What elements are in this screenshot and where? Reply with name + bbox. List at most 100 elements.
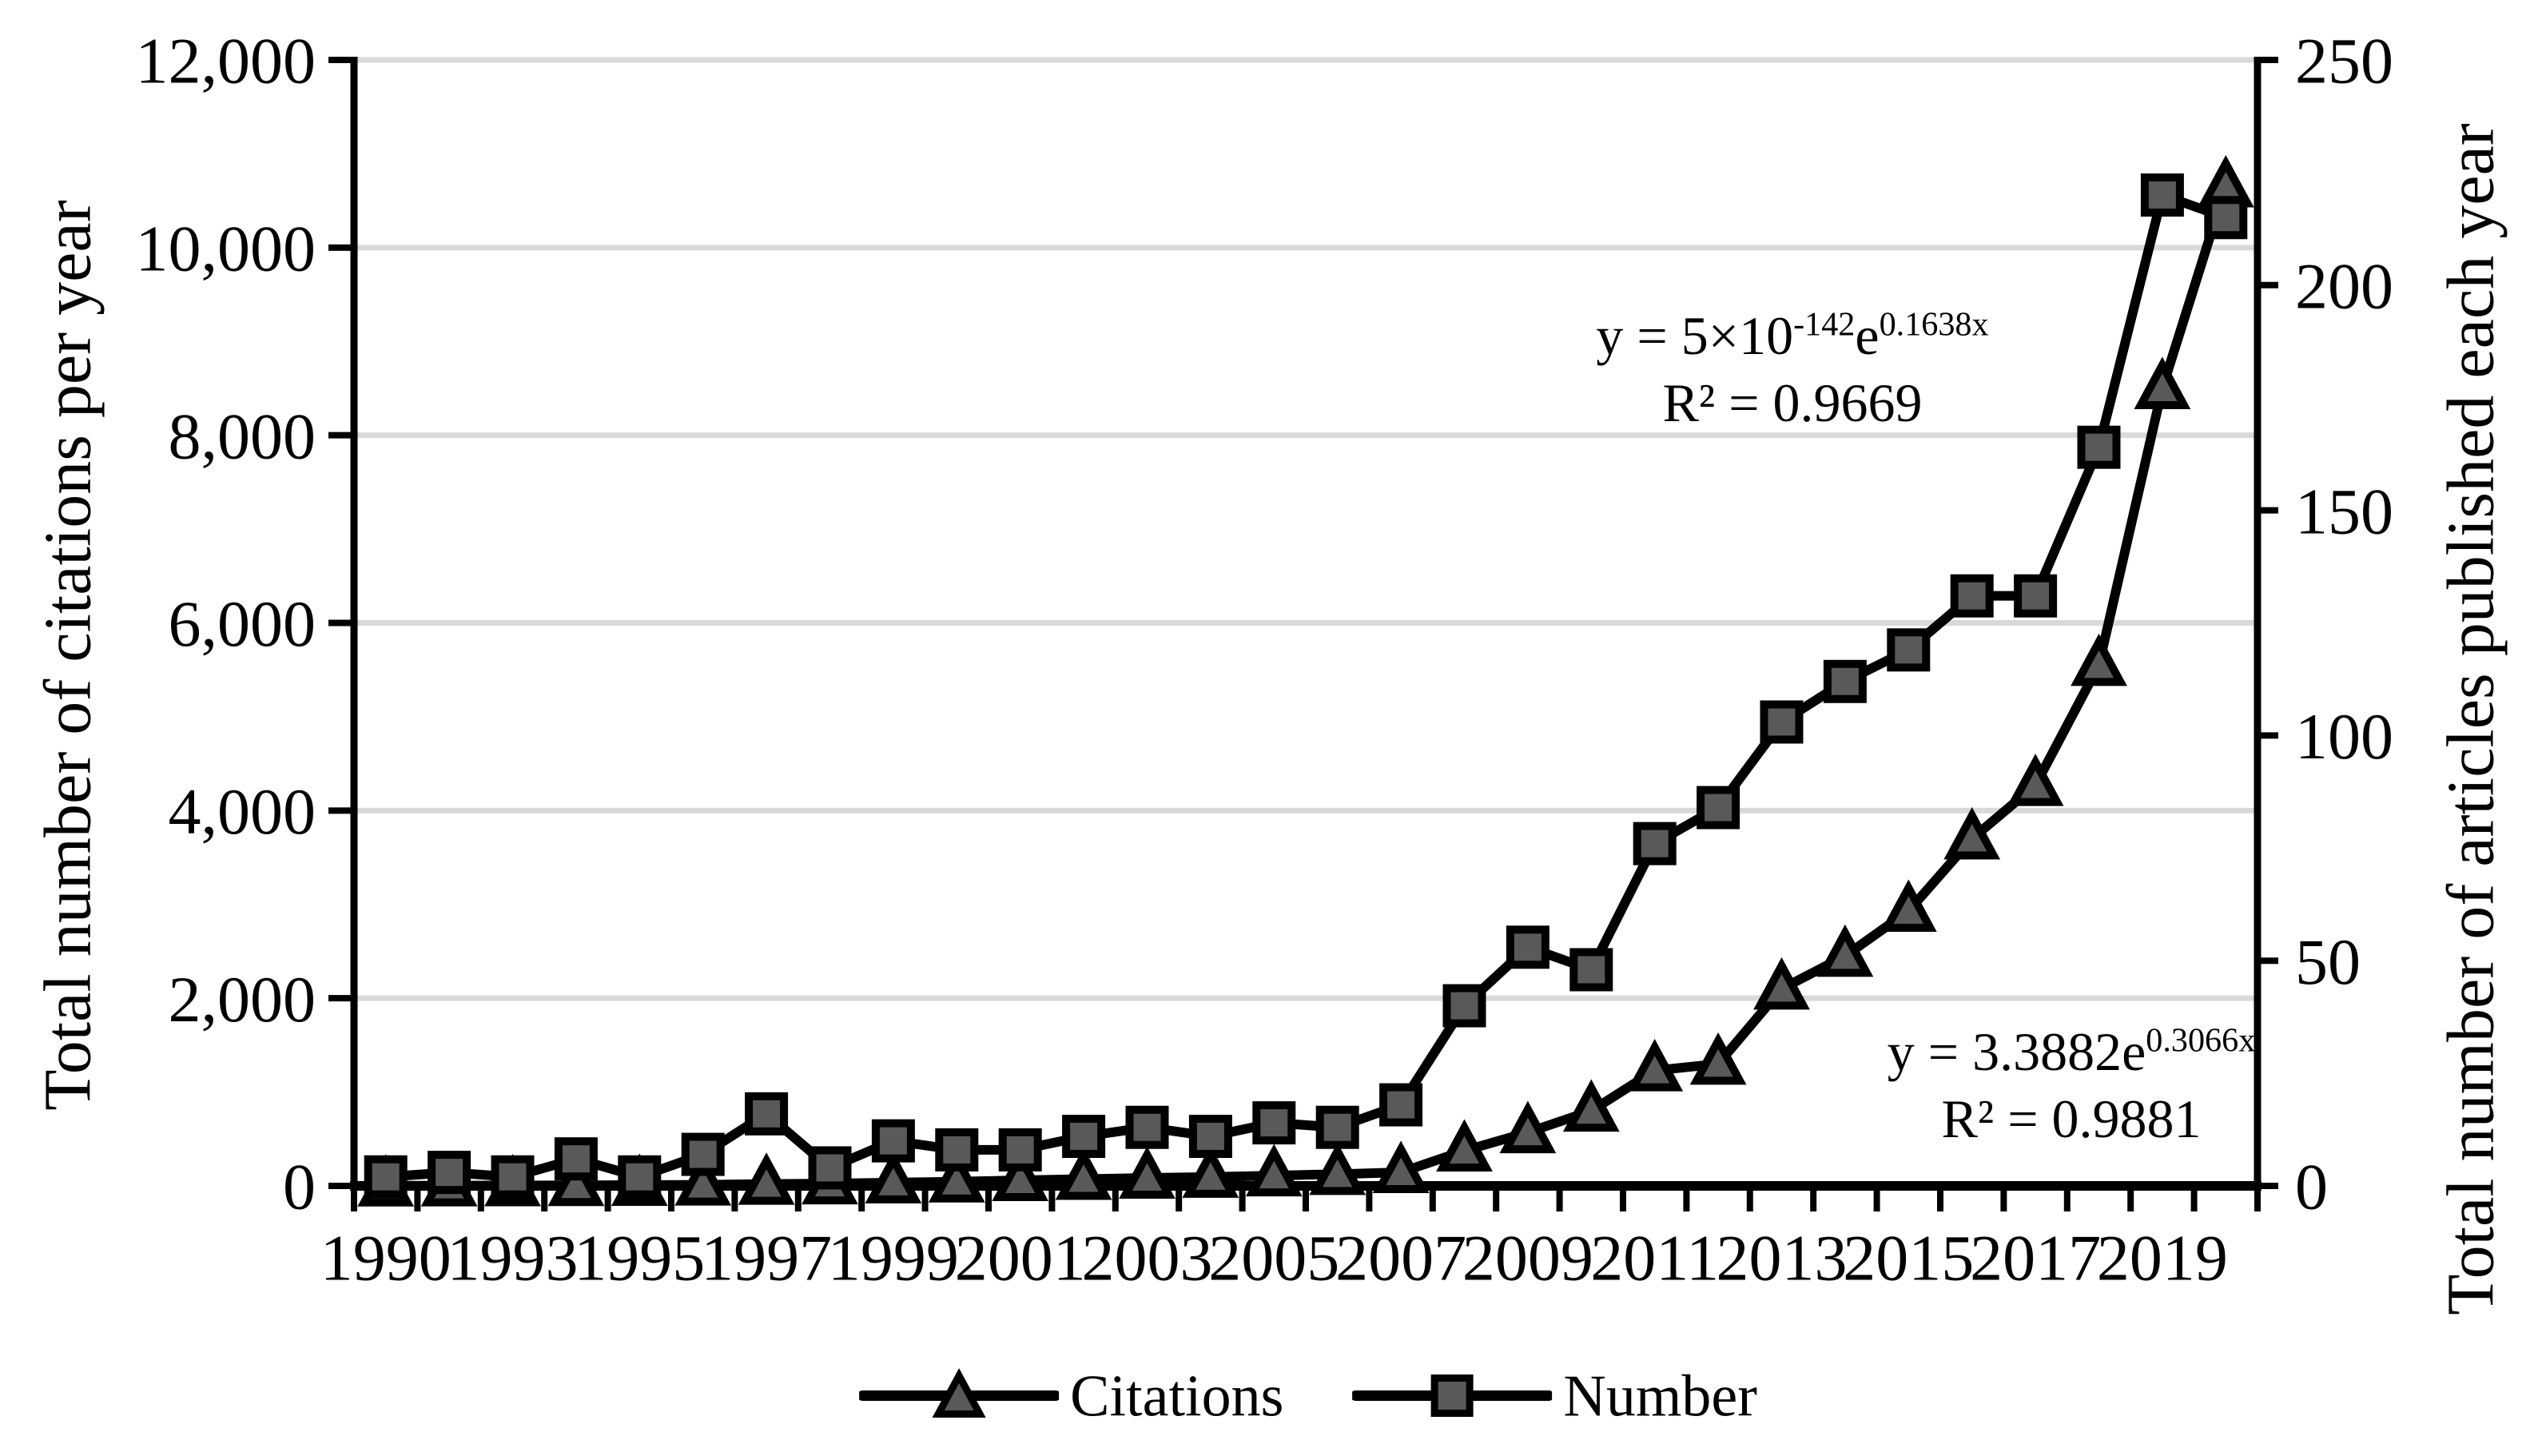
x-tick-label: 2003 (1082, 1222, 1213, 1295)
citations-marker (1626, 1039, 1684, 1092)
equation-text: y = 3.3882e (1887, 1021, 2146, 1082)
citations-marker (1309, 1142, 1366, 1195)
citations-marker (1245, 1144, 1303, 1197)
number-marker (808, 1146, 852, 1190)
r-squared-text: R² = 0.9669 (1662, 372, 1923, 433)
number-marker (1062, 1115, 1106, 1159)
number-marker (998, 1128, 1042, 1172)
citations-marker (1753, 957, 1810, 1010)
number-marker (364, 1155, 408, 1199)
legend: Citations Number (859, 1363, 1757, 1431)
number-marker (2140, 173, 2184, 217)
x-tick-label: 2013 (1717, 1222, 1848, 1295)
equation-exponent: 0.3066x (2146, 1021, 2256, 1060)
equation-exponent: -142 (1793, 305, 1856, 344)
left-axis-title: Total number of citations per year (30, 200, 105, 1111)
number-trendline-equation: y = 5×10-142e0.1638x R² = 0.9669 (1596, 302, 1988, 436)
number-marker (618, 1155, 662, 1199)
x-tick-label: 2011 (1590, 1222, 1719, 1295)
number-marker (1315, 1105, 1359, 1149)
citations-marker (738, 1152, 795, 1205)
citations-marker (865, 1151, 922, 1203)
left-tick-label: 4,000 (169, 775, 316, 848)
left-tick-label: 12,000 (136, 25, 316, 97)
left-tick-label: 2,000 (169, 963, 316, 1036)
citations-marker (674, 1153, 732, 1206)
number-marker (1697, 786, 1740, 829)
x-tick-label: 2005 (1208, 1222, 1339, 1295)
number-marker (1950, 574, 1994, 618)
number-marker (1823, 659, 1867, 703)
x-tick-label: 1999 (828, 1222, 959, 1295)
number-marker (491, 1155, 535, 1199)
left-tick-label: 10,000 (136, 213, 316, 285)
equation-exponent: 0.1638x (1879, 305, 1989, 344)
right-tick-label: 50 (2295, 925, 2361, 998)
equation-line: y = 5×10-142e0.1638x (1596, 302, 1988, 369)
number-marker (1887, 628, 1931, 672)
citations-marker (547, 1153, 605, 1207)
right-tick-label: 0 (2295, 1151, 2328, 1223)
citations-marker (928, 1150, 985, 1203)
left-tick-label: 8,000 (169, 400, 316, 472)
legend-item-number: Number (1352, 1363, 1757, 1431)
equation-line: y = 3.3882e0.3066x (1888, 1018, 2256, 1085)
citations-trendline-equation: y = 3.3882e0.3066x R² = 0.9881 (1888, 1018, 2256, 1152)
number-marker (1442, 984, 1486, 1028)
number-marker (871, 1119, 915, 1163)
number-marker (2014, 574, 2058, 618)
left-tick-label: 0 (283, 1151, 316, 1223)
x-tick-label: 2015 (1843, 1222, 1974, 1295)
right-tick-label: 150 (2295, 475, 2393, 547)
citations-marker (1499, 1100, 1557, 1154)
number-marker (1379, 1083, 1423, 1127)
right-tick-label: 250 (2295, 25, 2393, 97)
number-marker (1633, 821, 1677, 865)
equation-text: e (1855, 305, 1880, 366)
number-marker (1252, 1101, 1296, 1145)
x-tick-label: 2001 (955, 1222, 1086, 1295)
number-marker (745, 1092, 789, 1136)
equation-text: y = 5×10 (1596, 305, 1794, 366)
number-marker (1188, 1115, 1232, 1159)
number-marker (1569, 948, 1613, 992)
legend-label: Number (1563, 1363, 1757, 1430)
legend-item-citations: Citations (859, 1363, 1283, 1431)
citations-marker (1119, 1146, 1176, 1199)
x-tick-label: 1995 (574, 1222, 705, 1295)
citations-marker (2007, 754, 2064, 806)
citations-marker (2134, 356, 2191, 409)
number-marker (428, 1151, 471, 1195)
r-squared-text: R² = 0.9881 (1941, 1088, 2202, 1149)
number-marker (554, 1137, 598, 1181)
x-tick-label: 2009 (1462, 1222, 1593, 1295)
x-tick-label: 1990 (320, 1222, 452, 1295)
number-marker (2204, 196, 2248, 240)
x-tick-label: 2007 (1335, 1222, 1466, 1295)
number-marker (681, 1132, 725, 1176)
citations-marker (1055, 1148, 1112, 1200)
number-marker (935, 1128, 979, 1172)
citations-marker (1562, 1079, 1620, 1132)
right-tick-label: 200 (2295, 250, 2393, 323)
citations-marker (1436, 1119, 1493, 1172)
number-marker (1506, 925, 1549, 969)
number-marker (1760, 700, 1804, 744)
x-tick-label: 2017 (1970, 1222, 2101, 1295)
number-marker (1125, 1105, 1169, 1149)
x-tick-label: 1993 (448, 1222, 579, 1295)
right-axis-title: Total number of articles published each … (2433, 123, 2508, 1315)
x-tick-label: 1997 (701, 1222, 832, 1295)
right-tick-label: 100 (2295, 700, 2393, 773)
citations-marker (1689, 1032, 1747, 1085)
citations-marker (1880, 879, 1937, 932)
x-tick-label: 2019 (2097, 1222, 2228, 1295)
number-marker (2077, 425, 2121, 469)
citations-marker (2071, 633, 2127, 686)
legend-label: Citations (1070, 1363, 1284, 1430)
citations-marker (1372, 1140, 1430, 1193)
citations-marker (1182, 1145, 1239, 1198)
number-legend-marker-icon (1352, 1374, 1553, 1417)
